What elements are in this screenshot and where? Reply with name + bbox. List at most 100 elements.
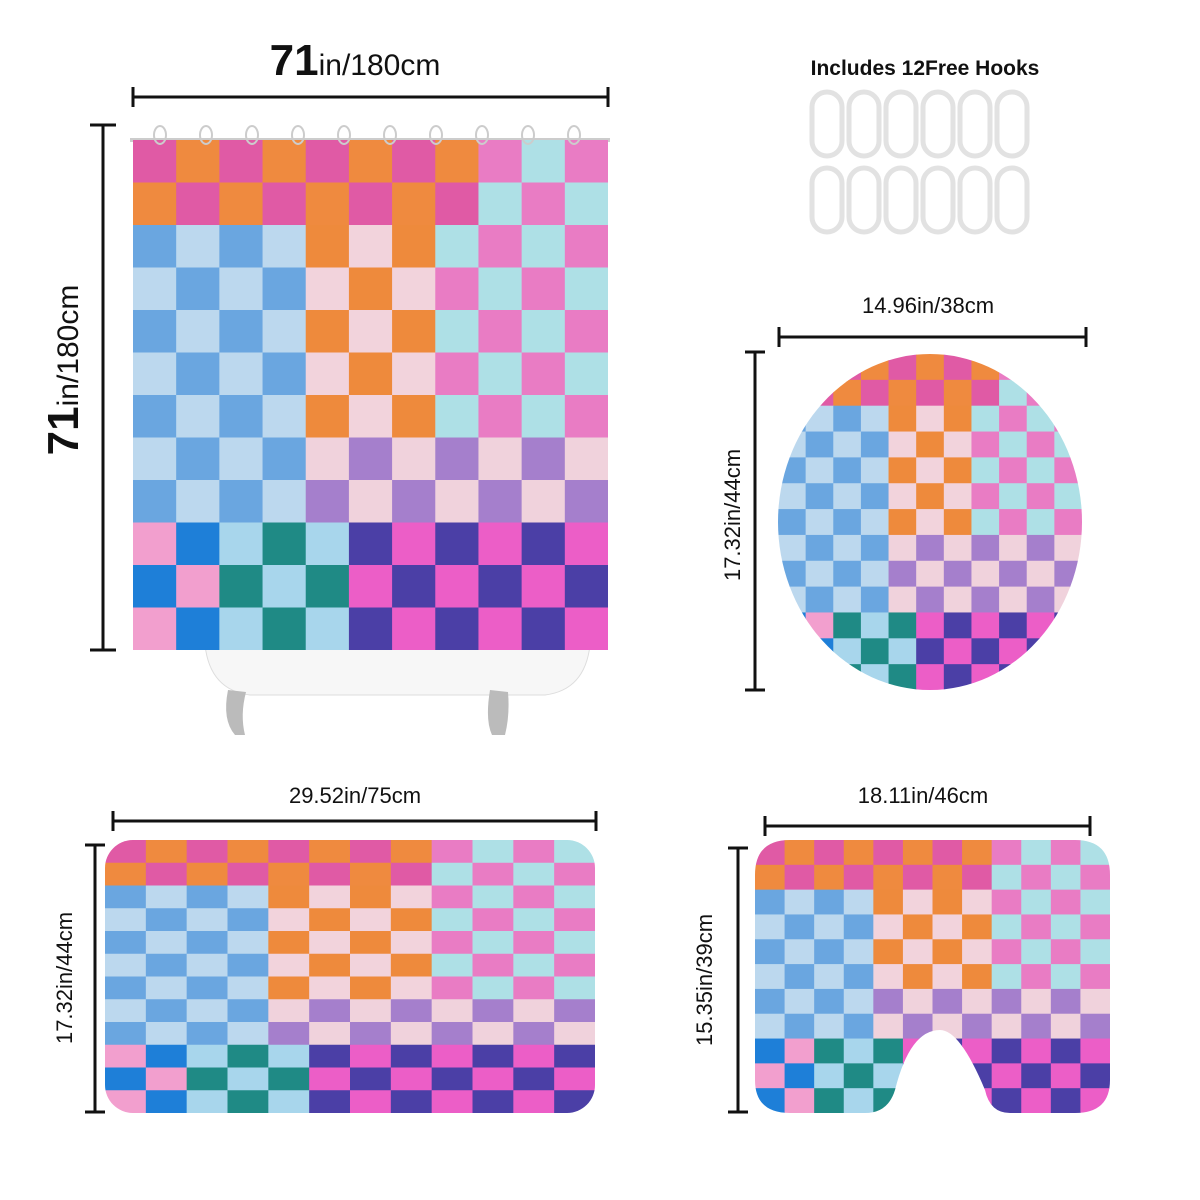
check-tile xyxy=(350,931,392,955)
width-unit: in/180cm xyxy=(319,49,441,82)
check-tile xyxy=(962,988,993,1015)
check-tile xyxy=(805,509,834,536)
check-tile xyxy=(431,1022,473,1046)
check-tile xyxy=(860,405,890,433)
check-tile xyxy=(943,483,972,510)
check-tile xyxy=(1021,1063,1052,1089)
check-tile xyxy=(860,534,890,562)
check-tile xyxy=(390,1022,433,1046)
check-tile xyxy=(133,395,177,438)
check-tile xyxy=(1080,914,1110,940)
check-tile xyxy=(814,964,845,990)
check-tile xyxy=(176,267,220,311)
check-tile xyxy=(784,1038,815,1064)
check-tile xyxy=(888,509,917,536)
check-tile xyxy=(145,840,188,864)
check-tile xyxy=(472,862,514,886)
check-tile xyxy=(1021,889,1052,915)
check-tile xyxy=(1054,638,1082,665)
check-tile xyxy=(1021,988,1052,1015)
check-tile xyxy=(268,885,310,909)
check-tile xyxy=(431,953,473,977)
check-tile xyxy=(431,862,473,886)
check-tile xyxy=(860,354,890,381)
check-tile xyxy=(350,976,392,1000)
check-tile xyxy=(755,889,786,915)
check-tile xyxy=(554,885,595,909)
check-tile xyxy=(873,889,904,915)
check-tile xyxy=(971,354,1000,381)
check-tile xyxy=(962,1063,993,1089)
check-tile xyxy=(784,864,815,891)
check-tile xyxy=(513,976,555,1000)
check-tile xyxy=(390,885,433,909)
check-tile xyxy=(392,225,436,268)
check-tile xyxy=(916,457,945,484)
check-tile xyxy=(521,267,566,311)
check-tile xyxy=(227,908,269,932)
check-tile xyxy=(105,931,147,955)
check-tile xyxy=(932,864,963,891)
shower-curtain xyxy=(133,140,608,650)
check-tile xyxy=(943,431,972,458)
check-tile xyxy=(554,840,595,864)
check-tile xyxy=(1026,379,1055,407)
check-tile xyxy=(309,1090,351,1113)
check-tile xyxy=(431,1090,473,1113)
check-tile xyxy=(478,607,523,650)
check-tile xyxy=(943,664,972,690)
dimension-line xyxy=(131,87,610,107)
check-tile xyxy=(888,405,917,433)
check-tile xyxy=(309,885,351,909)
check-tile xyxy=(478,480,523,523)
check-tile xyxy=(1080,889,1110,915)
check-tile xyxy=(814,864,845,891)
hook xyxy=(957,165,993,235)
check-tile xyxy=(305,140,350,183)
check-tile xyxy=(268,931,310,955)
check-tile xyxy=(431,976,473,1000)
check-tile xyxy=(435,140,479,183)
check-tile xyxy=(176,480,220,523)
curtain-width: 71in/180cm xyxy=(270,36,441,85)
lid-height: 17.32in/44cm xyxy=(720,449,745,581)
check-tile xyxy=(392,267,436,311)
check-tile xyxy=(390,908,433,932)
check-tile xyxy=(860,379,890,407)
check-tile xyxy=(227,999,269,1023)
curtain-ring xyxy=(199,125,213,145)
check-tile xyxy=(1021,840,1052,866)
check-tile xyxy=(478,437,523,481)
check-tile xyxy=(513,1067,555,1091)
check-tile xyxy=(554,1044,595,1068)
check-tile xyxy=(1026,483,1055,510)
check-tile xyxy=(435,437,479,481)
check-tile xyxy=(860,638,890,665)
hook xyxy=(883,89,919,159)
check-tile xyxy=(833,560,862,588)
check-tile xyxy=(348,140,393,183)
check-tile xyxy=(843,1038,874,1064)
check-tile xyxy=(902,1088,933,1113)
check-tile xyxy=(888,612,917,639)
check-tile xyxy=(971,431,1000,458)
check-tile xyxy=(472,1067,514,1091)
check-tile xyxy=(1026,354,1055,381)
check-tile xyxy=(1021,964,1052,990)
check-tile xyxy=(472,931,514,955)
check-tile xyxy=(472,1090,514,1113)
curtain-ring xyxy=(521,125,535,145)
check-tile xyxy=(145,885,188,909)
check-tile xyxy=(554,999,595,1023)
check-tile xyxy=(521,437,566,481)
check-tile xyxy=(1080,1088,1110,1113)
check-tile xyxy=(932,939,963,965)
bathtub xyxy=(204,644,591,735)
check-tile xyxy=(521,480,566,523)
check-tile xyxy=(860,457,890,484)
check-tile xyxy=(902,939,933,965)
check-tile xyxy=(262,480,307,523)
check-tile xyxy=(472,885,514,909)
check-tile xyxy=(472,840,514,864)
contour-mat-width: 18.11in/46cm xyxy=(858,783,988,808)
